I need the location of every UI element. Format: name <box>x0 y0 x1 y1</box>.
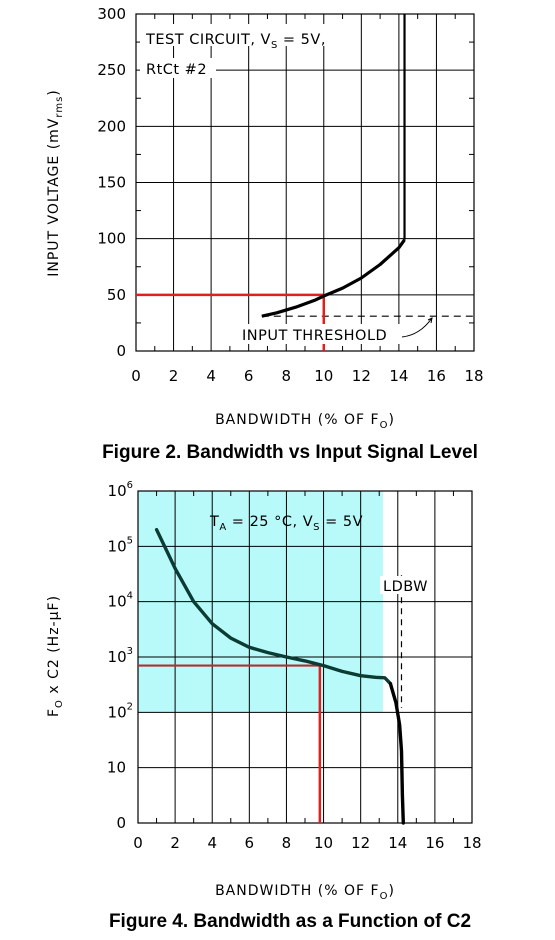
fig2-annotation: TEST CIRCUIT, VS = 5V, <box>145 32 326 51</box>
fig4-x-tick-label: 10 <box>314 834 333 852</box>
fig2-x-tick-label: 4 <box>206 367 216 385</box>
fig2-series-line <box>261 238 406 318</box>
fig2-x-tick-label: 2 <box>169 367 179 385</box>
fig4-annotation: TA = 25 °C, VS = 5V <box>209 514 363 533</box>
fig4-y-tick-label: 105 <box>108 535 133 555</box>
fig2-x-ticks: 0 2 4 6 8 10 12 14 16 18 <box>131 367 483 385</box>
fig4-x-tick-label: 4 <box>207 834 217 852</box>
fig4-y-tick-label: 0 <box>116 814 126 832</box>
fig2-y-tick-label: 0 <box>116 342 126 360</box>
fig2-threshold-label-bg <box>238 324 402 344</box>
fig2-y-ticks: 0 50 100 150 200 250 300 <box>97 5 126 360</box>
fig2-threshold-arrowhead <box>427 317 433 324</box>
fig4-grid <box>137 490 473 824</box>
fig2-y-tick-label: 50 <box>107 286 126 304</box>
fig4-x-tick-label: 8 <box>282 834 292 852</box>
fig2-annotation-bg2 <box>140 58 216 78</box>
fig2-x-tick-label: 12 <box>352 367 371 385</box>
fig4-y-axis-label: FO x C2 (Hz-μF) <box>46 595 65 717</box>
figure-4: 0 2 4 6 8 10 12 14 16 18 0 10 102 103 104 105 106 TA = … <box>46 480 482 932</box>
fig2-x-tick-label: 16 <box>427 367 446 385</box>
fig2-caption: Figure 2. Bandwidth vs Input Signal Leve… <box>102 442 478 463</box>
fig2-y-tick-label: 300 <box>97 5 126 23</box>
fig4-y-ticks: 0 10 102 103 104 105 106 <box>107 480 133 832</box>
fig4-x-tick-label: 16 <box>425 834 444 852</box>
fig4-y-tick-label: 103 <box>108 646 133 666</box>
figure-2: 0 2 4 6 8 10 12 14 16 18 0 50 100 150 200 250 300 TEST … <box>46 5 484 463</box>
fig4-ldbw-label: LDBW <box>383 579 428 595</box>
fig2-x-tick-label: 6 <box>244 367 254 385</box>
fig2-x-tick-label: 18 <box>464 367 483 385</box>
fig4-x-tick-label: 14 <box>388 834 407 852</box>
fig4-ldbw-label-bg <box>380 576 428 594</box>
fig2-x-tick-label: 10 <box>314 367 333 385</box>
fig2-y-tick-label: 250 <box>97 61 126 79</box>
fig4-x-ticks: 0 2 4 6 8 10 12 14 16 18 <box>133 834 481 852</box>
fig4-x-tick-label: 0 <box>133 834 143 852</box>
fig4-y-tick-label: 104 <box>108 591 133 611</box>
fig4-caption: Figure 4. Bandwidth as a Function of C2 <box>109 911 471 932</box>
fig4-x-tick-label: 2 <box>170 834 180 852</box>
fig4-series-line <box>154 528 393 686</box>
fig2-annotation-bg <box>140 24 352 46</box>
fig4-marks <box>138 528 405 825</box>
fig2-x-tick-label: 0 <box>131 367 141 385</box>
fig2-y-tick-label: 150 <box>97 174 126 192</box>
fig2-x-tick-label: 8 <box>281 367 291 385</box>
fig2-y-axis-label: INPUT VOLTAGE (mVrms) <box>46 89 65 277</box>
fig2-threshold-arrow <box>401 317 433 338</box>
fig4-y-tick-label: 102 <box>108 701 133 721</box>
fig4-y-tick-label: 10 <box>107 759 126 777</box>
fig4-y-tick-label: 106 <box>108 480 133 500</box>
fig2-y-tick-label: 200 <box>97 117 126 135</box>
fig4-series-line <box>388 681 405 825</box>
fig4-x-tick-label: 18 <box>462 834 481 852</box>
fig2-x-tick-label: 14 <box>389 367 408 385</box>
fig2-marks <box>136 14 474 351</box>
fig2-threshold-label: INPUT THRESHOLD <box>242 328 387 344</box>
fig4-x-tick-label: 6 <box>245 834 255 852</box>
fig2-y-tick-label: 100 <box>97 230 126 248</box>
fig2-x-axis-label: BANDWIDTH (% OF FO) <box>215 412 395 431</box>
fig4-x-axis-label: BANDWIDTH (% OF FO) <box>215 883 395 902</box>
fig2-annotation-line2: RtCt #2 <box>146 62 207 78</box>
fig4-x-tick-label: 12 <box>351 834 370 852</box>
